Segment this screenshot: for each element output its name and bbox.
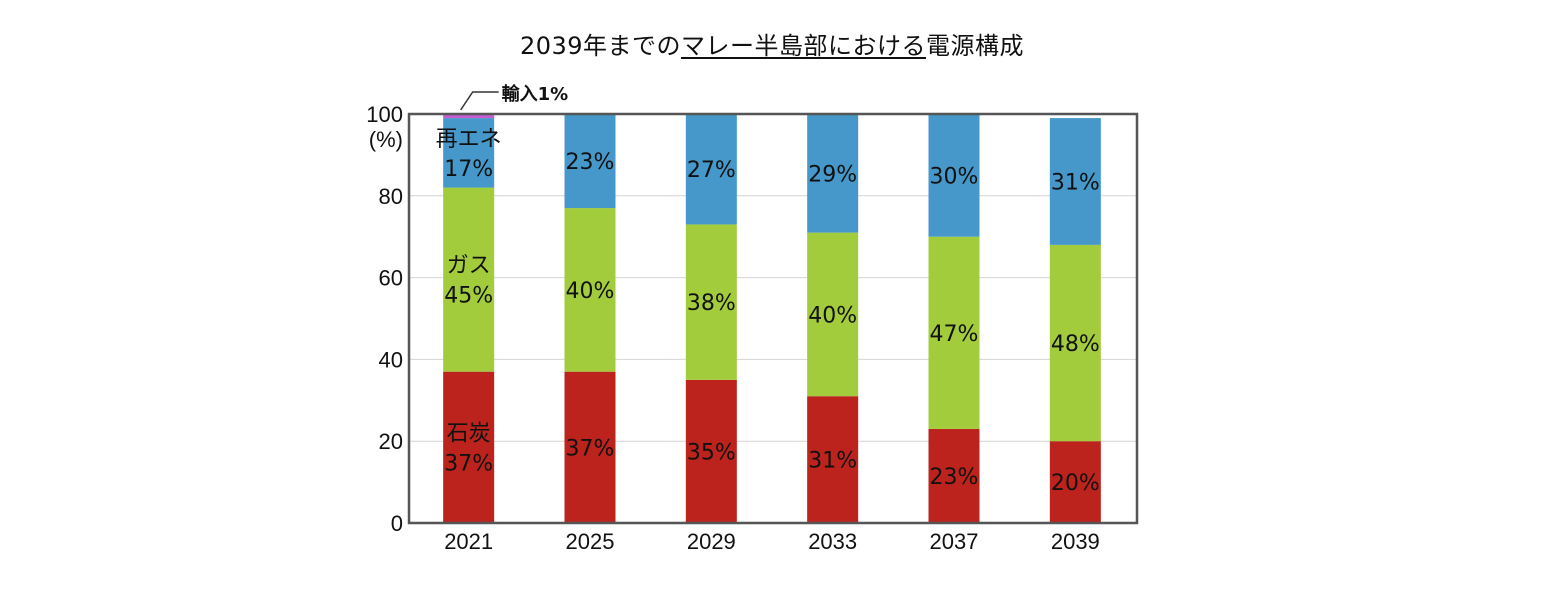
plot-frame <box>407 112 1139 525</box>
x-tick-label: 2025 <box>566 529 615 554</box>
y-tick-label: 60 <box>379 266 403 291</box>
bar-segment-2029-2 <box>685 114 737 225</box>
bar-segment-2033-2 <box>807 114 859 233</box>
bar-segment-2039-2 <box>1049 118 1101 245</box>
bar-segment-2021-0 <box>443 371 495 523</box>
data-label: 48% <box>1051 332 1100 357</box>
y-tick-label: 100 <box>366 102 403 127</box>
data-label: 35% <box>687 440 736 465</box>
annotation-leader-line <box>460 91 499 111</box>
bar-segment-2025-0 <box>564 371 616 523</box>
data-label: 37% <box>444 451 493 476</box>
bar-segment-2021-3 <box>443 114 495 119</box>
data-label: 31% <box>808 449 857 474</box>
data-label: 29% <box>808 162 857 187</box>
bar-segment-2039-1 <box>1049 244 1101 442</box>
data-label: 20% <box>1051 471 1100 496</box>
data-label: 40% <box>808 303 857 328</box>
bar-segment-2033-0 <box>807 396 859 523</box>
x-tick-label: 2037 <box>930 529 979 554</box>
bar-segment-2037-0 <box>928 428 980 523</box>
data-label: 37% <box>566 436 615 461</box>
bar-segment-2037-2 <box>928 114 980 237</box>
y-tick-label: 20 <box>379 429 403 454</box>
data-label: 23% <box>930 465 979 490</box>
bar-segment-2029-0 <box>685 379 737 523</box>
y-tick-label: 80 <box>379 184 403 209</box>
data-label: ガス <box>447 254 491 279</box>
bar-segment-2021-1 <box>443 187 495 372</box>
data-label: 30% <box>930 164 979 189</box>
y-axis-unit: (%) <box>369 127 403 152</box>
bar-segment-2021-2 <box>443 118 495 188</box>
data-label: 27% <box>687 158 736 183</box>
chart-title: 2039年までのマレー半島部における電源構成 <box>0 26 1544 61</box>
title-part-2: マレー半島部における <box>681 32 927 60</box>
data-label: 40% <box>566 279 615 304</box>
x-tick-label: 2033 <box>808 529 857 554</box>
data-label: 17% <box>444 157 493 182</box>
bar-segment-2033-1 <box>807 232 859 397</box>
bar-segment-2025-1 <box>564 208 616 372</box>
y-tick-label: 0 <box>391 511 403 536</box>
data-label: 47% <box>930 322 979 347</box>
bar-segment-2025-2 <box>564 114 616 209</box>
data-label: 31% <box>1051 170 1100 195</box>
data-label: 石炭 <box>447 421 491 446</box>
x-tick-label: 2029 <box>687 529 736 554</box>
bar-segment-2039-0 <box>1049 441 1101 523</box>
title-part-3: 電源構成 <box>926 32 1025 60</box>
y-tick-label: 40 <box>379 347 403 372</box>
data-label: 45% <box>444 284 493 309</box>
annotation-import: 輸入1% <box>502 83 569 105</box>
bar-segment-2029-1 <box>685 224 737 380</box>
x-tick-label: 2021 <box>444 529 493 554</box>
data-label: 38% <box>687 291 736 316</box>
bar-segment-2037-1 <box>928 236 980 429</box>
x-tick-label: 2039 <box>1051 529 1100 554</box>
title-part-1: 2039年までの <box>519 32 682 60</box>
data-label: 再エネ <box>436 127 502 152</box>
data-label: 23% <box>566 150 615 175</box>
